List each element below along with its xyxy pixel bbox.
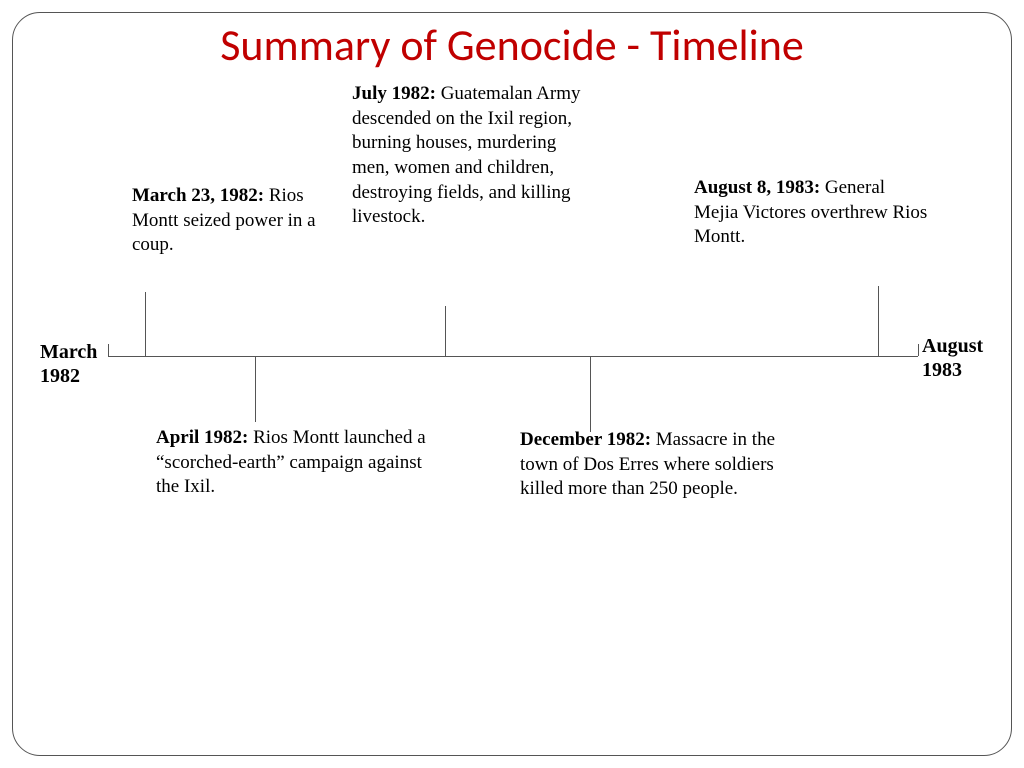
axis-start-label: March 1982 (40, 340, 110, 388)
axis-end-tick (918, 344, 919, 356)
event-tick-scorched-earth (255, 356, 256, 422)
event-tick-coup (145, 292, 146, 356)
event-date-overthrow: August 8, 1983: (694, 177, 820, 198)
event-scorched-earth: April 1982: Rios Montt launched a “scorc… (156, 426, 436, 500)
event-date-scorched-earth: April 1982: (156, 427, 248, 448)
event-date-dos-erres: December 1982: (520, 429, 651, 450)
event-tick-overthrow (878, 286, 879, 356)
page-title: Summary of Genocide - Timeline (0, 18, 1024, 72)
event-text-ixil-attack: Guatemalan Army descended on the Ixil re… (352, 83, 581, 227)
timeline-axis (108, 356, 918, 357)
axis-end-label: August 1983 (922, 334, 1002, 382)
event-tick-ixil-attack (445, 306, 446, 356)
event-dos-erres: December 1982: Massacre in the town of D… (520, 428, 780, 502)
event-date-ixil-attack: July 1982: (352, 83, 436, 104)
event-tick-dos-erres (590, 356, 591, 432)
event-ixil-attack: July 1982: Guatemalan Army descended on … (352, 82, 592, 230)
event-overthrow: August 8, 1983: General Mejia Victores o… (694, 176, 934, 250)
event-coup: March 23, 1982: Rios Montt seized power … (132, 184, 342, 258)
event-date-coup: March 23, 1982: (132, 185, 264, 206)
